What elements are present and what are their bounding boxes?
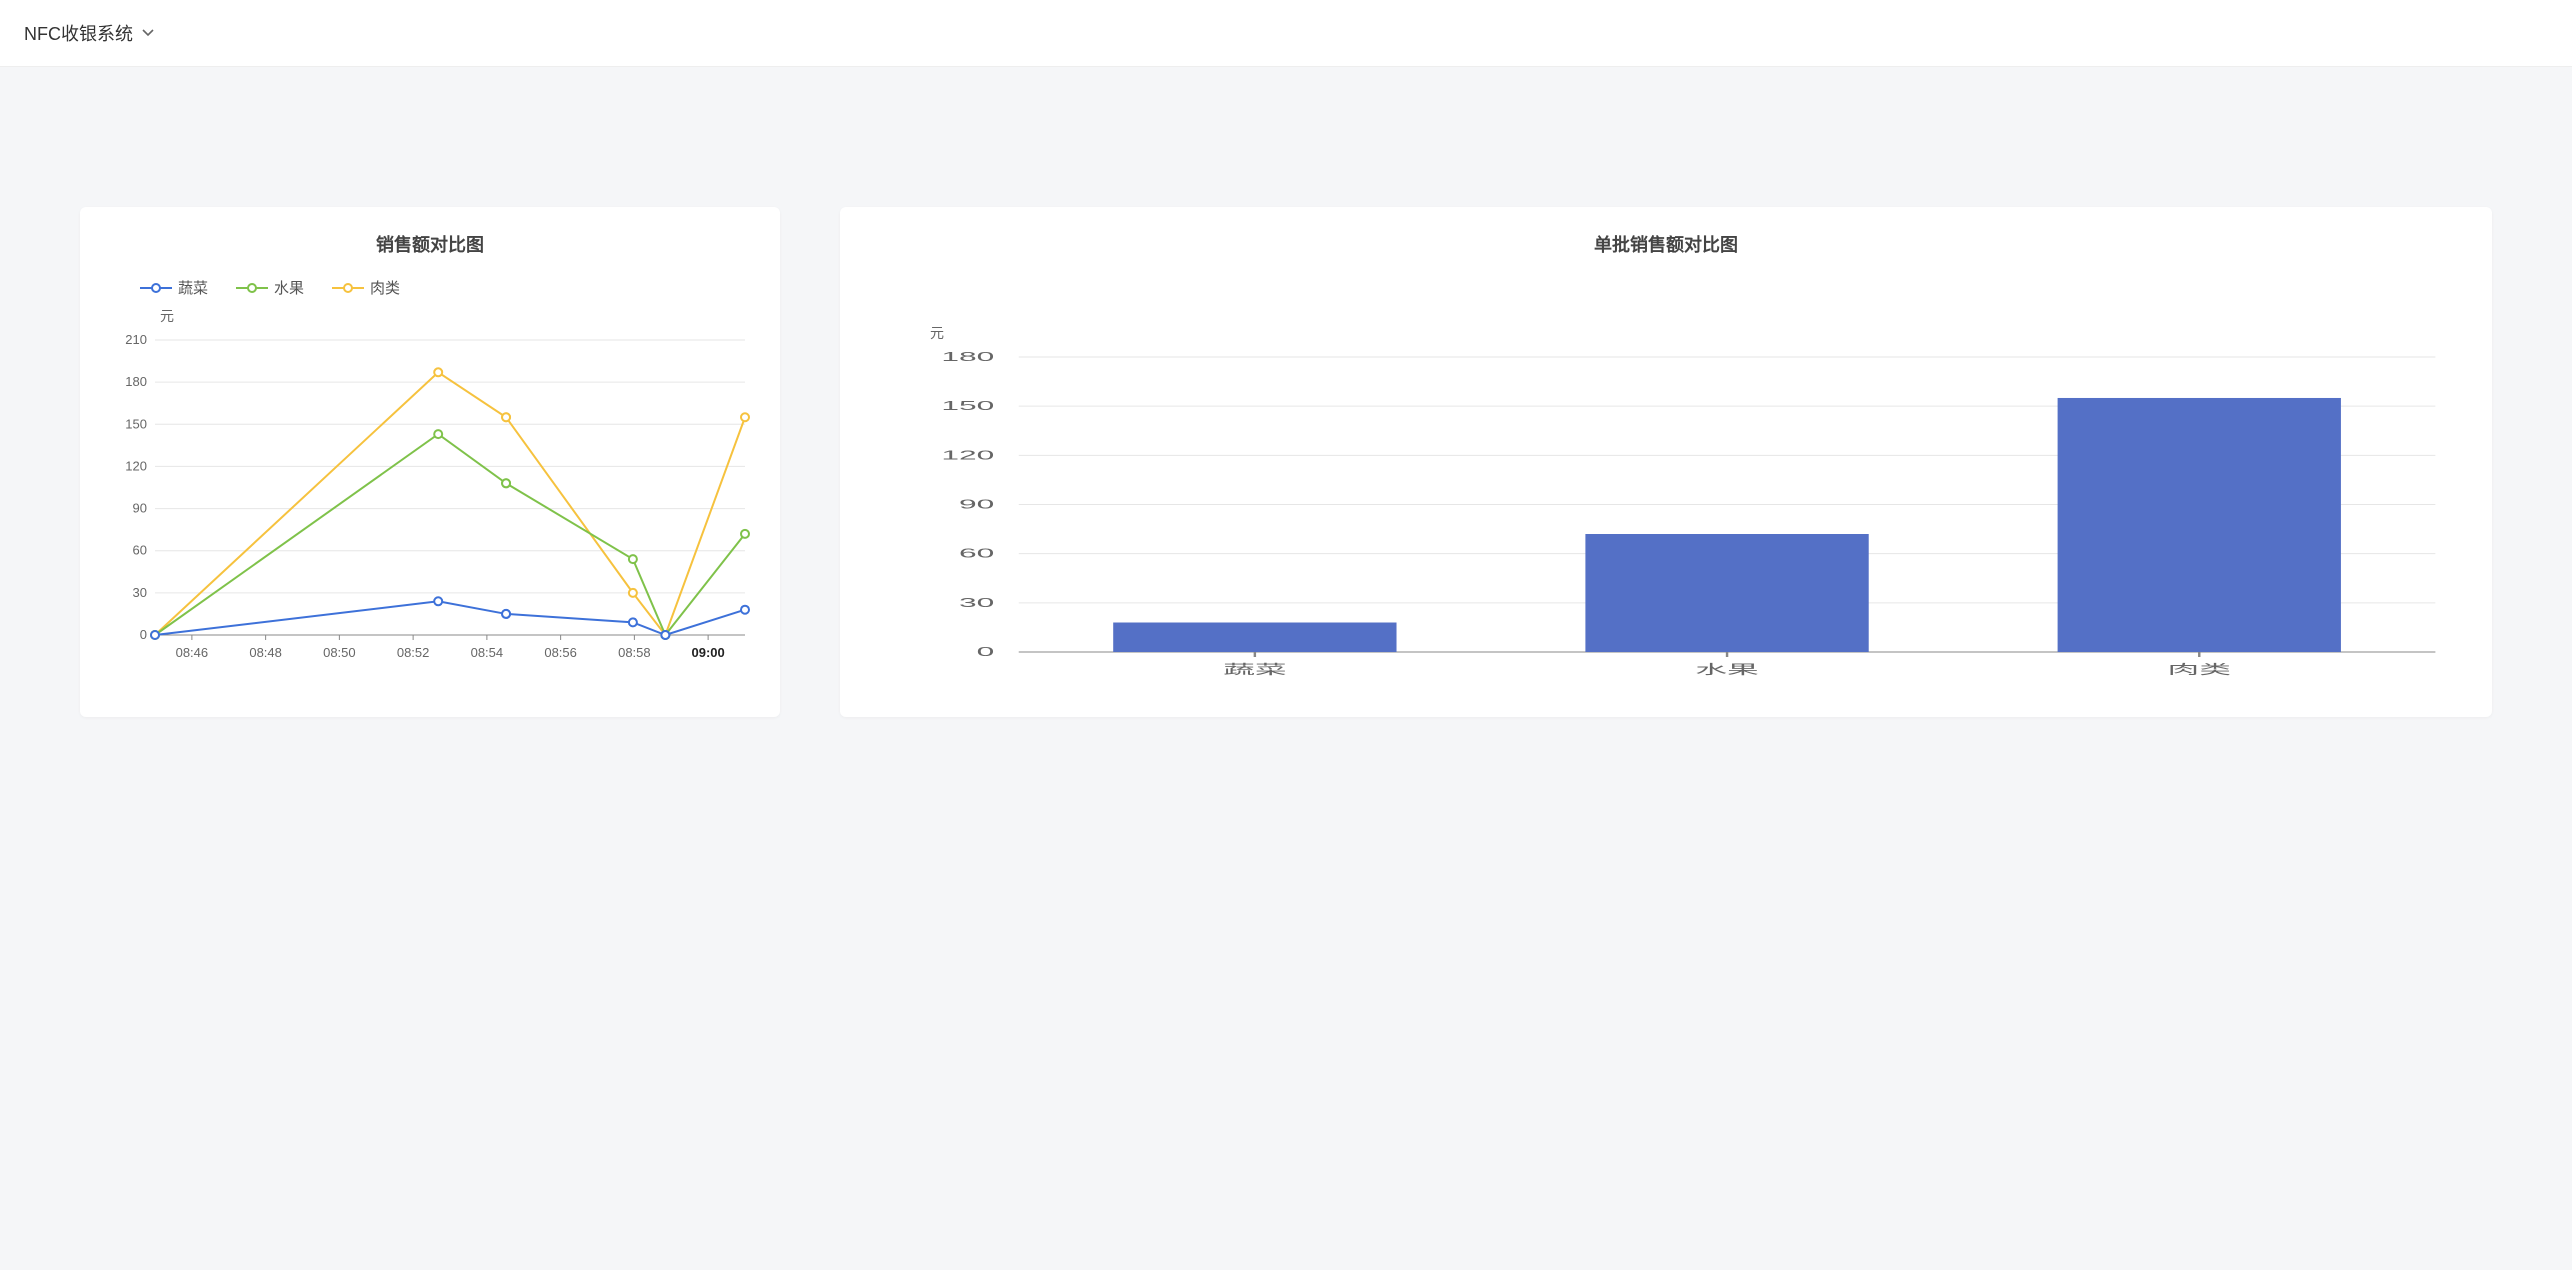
bar-chart-card: 单批销售额对比图 元 0 30 60 90 120 150 180 蔬菜 水果 肉类	[840, 207, 2492, 717]
svg-text:肉类: 肉类	[2168, 663, 2231, 677]
legend-marker-icon	[236, 281, 268, 295]
svg-text:09:00: 09:00	[692, 645, 725, 660]
legend-item-meat[interactable]: 肉类	[332, 277, 400, 298]
svg-text:08:52: 08:52	[397, 645, 430, 660]
legend-label: 蔬菜	[178, 277, 208, 298]
app-title[interactable]: NFC收银系统	[24, 20, 133, 46]
app-header: NFC收银系统	[0, 0, 2572, 67]
legend-item-fruit[interactable]: 水果	[236, 277, 304, 298]
bar-chart-title: 单批销售额对比图	[860, 231, 2472, 257]
svg-text:08:48: 08:48	[249, 645, 282, 660]
legend-marker-icon	[140, 281, 172, 295]
svg-text:150: 150	[125, 416, 147, 431]
svg-text:水果: 水果	[1695, 663, 1758, 677]
line-chart-title: 销售额对比图	[100, 231, 760, 257]
svg-text:08:50: 08:50	[323, 645, 356, 660]
svg-text:180: 180	[941, 350, 994, 364]
chevron-down-icon[interactable]	[141, 26, 155, 40]
svg-text:08:58: 08:58	[618, 645, 651, 660]
svg-text:90: 90	[133, 501, 147, 516]
line-chart-legend: 蔬菜 水果 肉类	[140, 277, 760, 298]
svg-text:08:54: 08:54	[471, 645, 504, 660]
svg-text:60: 60	[959, 546, 994, 560]
bar-chart-y-unit: 元	[930, 323, 2472, 343]
svg-text:90: 90	[959, 497, 994, 511]
svg-text:30: 30	[959, 596, 994, 610]
legend-label: 水果	[274, 277, 304, 298]
svg-text:180: 180	[125, 374, 147, 389]
legend-item-veg[interactable]: 蔬菜	[140, 277, 208, 298]
svg-text:120: 120	[125, 458, 147, 473]
svg-text:60: 60	[133, 543, 147, 558]
svg-text:120: 120	[941, 448, 994, 462]
svg-text:08:46: 08:46	[176, 645, 209, 660]
svg-text:150: 150	[941, 399, 994, 413]
svg-text:210: 210	[125, 332, 147, 347]
svg-text:0: 0	[140, 627, 147, 642]
bar-chart-canvas: 0 30 60 90 120 150 180 蔬菜 水果 肉类	[860, 347, 2472, 687]
svg-text:蔬菜: 蔬菜	[1223, 663, 1286, 677]
dashboard-content: 销售额对比图 蔬菜 水果 肉类 元 0 30 60 90 120 150 180 210 08:…	[0, 67, 2572, 757]
legend-marker-icon	[332, 281, 364, 295]
line-chart-card: 销售额对比图 蔬菜 水果 肉类 元 0 30 60 90 120 150 180 210 08:…	[80, 207, 780, 717]
svg-text:30: 30	[133, 585, 147, 600]
line-chart-y-unit: 元	[160, 306, 760, 326]
svg-text:08:56: 08:56	[544, 645, 577, 660]
legend-label: 肉类	[370, 277, 400, 298]
svg-text:0: 0	[977, 645, 995, 659]
line-chart-canvas: 0 30 60 90 120 150 180 210 08:46 08:48 08:50 08:52 0…	[100, 330, 760, 670]
